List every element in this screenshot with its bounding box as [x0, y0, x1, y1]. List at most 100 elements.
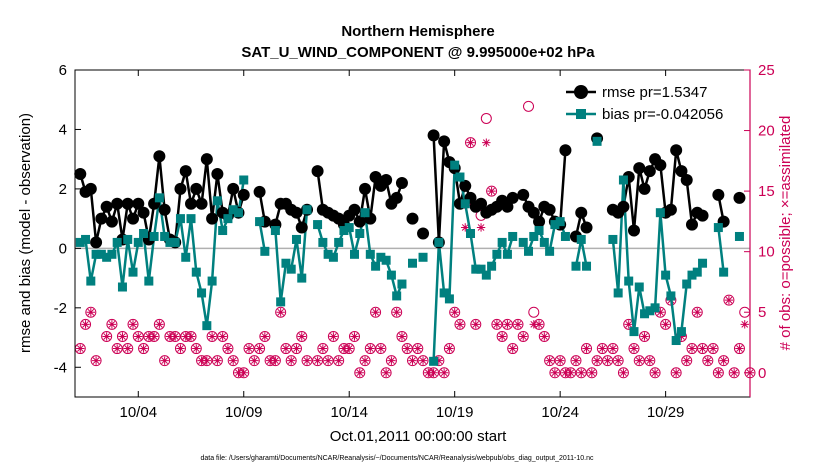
- obs-possible-point: [538, 330, 550, 342]
- obs-possible-point: [275, 306, 287, 318]
- obs-assimilated-point: [708, 344, 718, 353]
- y-left-tick-label: -4: [54, 359, 67, 376]
- y-right-tick-label: 0: [758, 365, 766, 382]
- obs-assimilated-point: [139, 344, 148, 353]
- obs-assimilated-point: [318, 344, 328, 353]
- bias-point: [608, 234, 618, 244]
- bias-point: [260, 246, 270, 256]
- rmse-point: [680, 173, 693, 186]
- bias-point: [371, 261, 381, 271]
- rmse-point: [290, 206, 303, 219]
- rmse-point: [633, 162, 646, 175]
- rmse-point: [227, 182, 240, 195]
- rmse-point: [185, 197, 198, 210]
- bias-point: [439, 288, 449, 298]
- obs-possible-point: [111, 343, 123, 355]
- rmse-point: [153, 150, 166, 163]
- obs-assimilated-point: [287, 356, 296, 365]
- obs-assimilated-point: [677, 332, 686, 341]
- rmse-point: [132, 197, 145, 210]
- rmse-point: [253, 185, 266, 198]
- obs-possible-point: [254, 343, 266, 355]
- rmse-point: [417, 227, 430, 240]
- obs-assimilated-point: [408, 356, 417, 365]
- rmse-point: [406, 212, 419, 225]
- obs-assimilated-point: [355, 368, 364, 377]
- obs-possible-point: [465, 137, 477, 149]
- x-tick-label: 10/24: [541, 404, 579, 421]
- rmse-point: [100, 200, 113, 213]
- obs-possible-point: [544, 355, 556, 367]
- bias-point: [197, 288, 207, 298]
- obs-assimilated-point: [86, 308, 96, 317]
- obs-possible-point: [554, 355, 566, 367]
- obs-possible-point: [480, 112, 492, 124]
- bias-point: [613, 288, 623, 298]
- obs-assimilated-point: [313, 356, 322, 365]
- obs-possible-point: [396, 330, 408, 342]
- obs-assimilated-point: [192, 344, 201, 353]
- bias-point: [418, 252, 428, 262]
- obs-assimilated-point: [619, 368, 628, 377]
- obs-assimilated-point: [497, 332, 507, 341]
- bias-point: [291, 234, 301, 244]
- obs-possible-point: [296, 330, 308, 342]
- bias-point: [112, 237, 122, 247]
- bias-point: [392, 291, 402, 301]
- obs-possible-point: [639, 330, 651, 342]
- obs-assimilated-point: [714, 368, 723, 377]
- obs-assimilated-point: [334, 356, 343, 365]
- obs-assimilated-point: [186, 332, 196, 341]
- rmse-point: [111, 197, 124, 210]
- rmse-point: [501, 200, 514, 213]
- obs-assimilated-point: [413, 344, 422, 353]
- obs-possible-point: [333, 355, 345, 367]
- obs-possible-point: [217, 330, 229, 342]
- bias-point: [334, 237, 344, 247]
- obs-possible-point: [491, 318, 503, 330]
- x-tick-label: 10/14: [330, 404, 368, 421]
- obs-possible-point: [90, 355, 102, 367]
- obs-possible-point: [248, 355, 260, 367]
- bias-point: [571, 261, 581, 271]
- obs-assimilated-point: [624, 320, 633, 329]
- obs-assimilated-point: [250, 356, 259, 365]
- obs-possible-point: [501, 318, 513, 330]
- obs-possible-point: [364, 343, 376, 355]
- obs-possible-point: [401, 343, 413, 355]
- rmse-point: [438, 135, 451, 148]
- bias-point: [687, 270, 697, 280]
- obs-possible-point: [259, 330, 271, 342]
- bias-point: [165, 237, 175, 247]
- obs-assimilated-point: [207, 332, 217, 341]
- obs-assimilated-point: [555, 356, 565, 365]
- obs-assimilated-point: [170, 332, 180, 341]
- legend-marker-rmse: [574, 85, 588, 99]
- bias-point: [181, 252, 191, 262]
- obs-assimilated-point: [213, 356, 222, 365]
- obs-assimilated-point: [234, 368, 243, 377]
- obs-assimilated-point: [561, 368, 570, 377]
- obs-assimilated-point: [450, 308, 459, 317]
- obs-possible-point: [702, 355, 714, 367]
- obs-assimilated-point: [381, 368, 391, 377]
- obs-assimilated-point: [366, 344, 375, 353]
- y-left-tick-label: 2: [59, 181, 67, 198]
- obs-assimilated-point: [571, 356, 581, 365]
- bias-point: [534, 226, 544, 236]
- bias-point: [529, 231, 539, 241]
- bias-point: [144, 276, 154, 286]
- rmse-point: [575, 206, 588, 219]
- obs-assimilated-point: [360, 356, 370, 365]
- obs-possible-point: [106, 318, 118, 330]
- obs-assimilated-point: [519, 332, 528, 341]
- rmse-point: [195, 197, 208, 210]
- obs-possible-point: [633, 355, 645, 367]
- obs-assimilated-point: [149, 332, 159, 341]
- obs-possible-point: [127, 318, 139, 330]
- obs-assimilated-point: [740, 320, 749, 329]
- obs-possible-point: [718, 355, 730, 367]
- obs-assimilated-point: [123, 344, 132, 353]
- bias-point: [450, 160, 460, 170]
- rmse-point: [369, 171, 382, 184]
